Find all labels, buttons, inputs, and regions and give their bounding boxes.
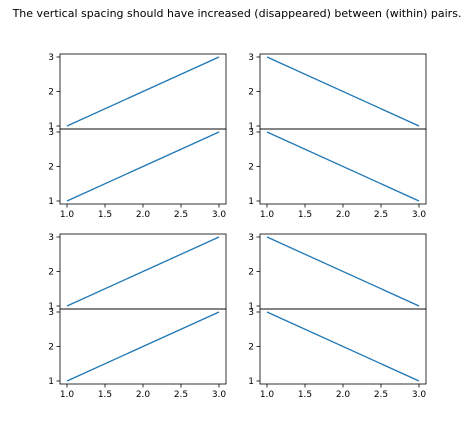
x-tick-label-4-2-2.5: 2.5 — [374, 390, 388, 400]
series-line-4-1 — [66, 311, 220, 382]
series-line-2-1 — [66, 131, 220, 202]
x-tick-label-4-2-1: 1.0 — [260, 390, 275, 400]
x-tick-label-4-2-1.5: 1.5 — [298, 390, 312, 400]
x-tick-label-2-1-2.5: 2.5 — [174, 210, 188, 220]
x-tick-label-2-2-3: 3.0 — [412, 210, 427, 220]
x-tick-label-4-1-2.5: 2.5 — [174, 390, 188, 400]
y-tick-label-3-1-1: 1 — [48, 302, 54, 312]
x-tick-label-2-1-2: 2.0 — [136, 210, 151, 220]
x-tick-label-4-1-2: 2.0 — [136, 390, 151, 400]
y-tick-label-3-2-3: 3 — [248, 233, 254, 243]
y-tick-label-2-2-2: 2 — [248, 163, 254, 173]
series-line-3-1 — [66, 236, 220, 307]
x-tick-label-4-2-3: 3.0 — [412, 390, 427, 400]
x-tick-label-2-2-1: 1.0 — [260, 210, 275, 220]
y-tick-label-4-1-1: 1 — [48, 377, 54, 387]
x-tick-label-2-1-1.5: 1.5 — [98, 210, 112, 220]
y-tick-label-3-1-2: 2 — [48, 268, 54, 278]
y-tick-label-1-1-1: 1 — [48, 122, 54, 132]
y-tick-label-2-1-2: 2 — [48, 163, 54, 173]
series-line-3-2 — [266, 236, 420, 307]
y-tick-label-1-2-3: 3 — [248, 53, 254, 63]
y-tick-label-1-2-2: 2 — [248, 88, 254, 98]
x-tick-label-2-1-3: 3.0 — [212, 210, 227, 220]
series-line-2-2 — [266, 131, 420, 202]
y-tick-label-2-2-1: 1 — [248, 197, 254, 207]
series-line-4-2 — [266, 311, 420, 382]
y-tick-label-1-2-1: 1 — [248, 122, 254, 132]
series-line-1-2 — [266, 56, 420, 127]
y-tick-label-3-2-2: 2 — [248, 268, 254, 278]
x-tick-label-4-1-1.5: 1.5 — [98, 390, 112, 400]
y-tick-label-1-1-3: 3 — [48, 53, 54, 63]
y-tick-label-2-1-1: 1 — [48, 197, 54, 207]
x-tick-label-2-2-1.5: 1.5 — [298, 210, 312, 220]
figure-title: The vertical spacing should have increas… — [12, 7, 462, 20]
y-tick-label-1-1-2: 2 — [48, 88, 54, 98]
y-tick-label-3-2-1: 1 — [248, 302, 254, 312]
x-tick-label-4-1-1: 1.0 — [60, 390, 75, 400]
y-tick-label-4-1-3: 3 — [48, 308, 54, 318]
x-tick-label-4-1-3: 3.0 — [212, 390, 227, 400]
x-tick-label-4-2-2: 2.0 — [336, 390, 351, 400]
y-tick-label-2-1-3: 3 — [48, 128, 54, 138]
series-line-1-1 — [66, 56, 220, 127]
y-tick-label-3-1-3: 3 — [48, 233, 54, 243]
x-tick-label-2-1-1: 1.0 — [60, 210, 75, 220]
y-tick-label-2-2-3: 3 — [248, 128, 254, 138]
x-tick-label-2-2-2: 2.0 — [336, 210, 351, 220]
x-tick-label-2-2-2.5: 2.5 — [374, 210, 388, 220]
y-tick-label-4-2-3: 3 — [248, 308, 254, 318]
y-tick-label-4-2-2: 2 — [248, 343, 254, 353]
y-tick-label-4-2-1: 1 — [248, 377, 254, 387]
y-tick-label-4-1-2: 2 — [48, 343, 54, 353]
